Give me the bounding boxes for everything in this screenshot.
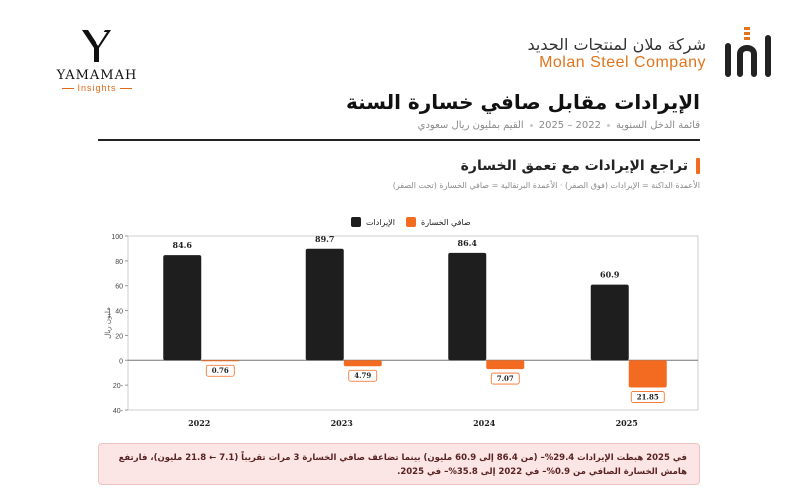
yamamah-logo: YAMAMAH Insights bbox=[52, 28, 142, 93]
molan-emblem-icon bbox=[725, 27, 771, 77]
title-divider bbox=[98, 139, 700, 141]
page-subtitle: قائمة الدخل السنوية2022 – 2025القيم بملي… bbox=[417, 120, 700, 131]
y-tick-label: 20- bbox=[113, 383, 124, 390]
y-tick-label: 40 bbox=[115, 309, 123, 316]
revenue-loss-chart: 100 80 60 40 20 0 20- 40- مليون ريال الإيرادات صاف… bbox=[104, 217, 699, 428]
loss-value-box bbox=[348, 369, 378, 382]
loss-value-label: 7.07 bbox=[497, 374, 514, 383]
loss-bar bbox=[343, 360, 382, 367]
x-category-label: 2025 bbox=[616, 418, 638, 428]
insight-box: في 2025 هبطت الإيرادات 29.4%– (من 86.4 إ… bbox=[98, 443, 700, 485]
loss-bar bbox=[201, 360, 240, 362]
revenue-bar bbox=[448, 252, 487, 361]
loss-value-box bbox=[630, 391, 665, 403]
company-name-ar: شركة ملان لمنتجات الحديد bbox=[527, 34, 707, 54]
revenue-value-label: 86.4 bbox=[458, 238, 478, 248]
y-tick-label: 100 bbox=[111, 234, 123, 241]
company-logo: شركة ملان لمنتجات الحديد Molan Steel Com… bbox=[528, 24, 779, 82]
loss-value-box bbox=[205, 364, 235, 377]
section-accent-bar bbox=[696, 158, 700, 174]
yamamah-emblem-icon bbox=[82, 30, 111, 62]
x-category-label: 2022 bbox=[188, 418, 210, 428]
loss-bar bbox=[486, 360, 525, 370]
section-note: الأعمدة الداكنة = الإيرادات (فوق الصفر) … bbox=[392, 181, 700, 190]
yamamah-name: YAMAMAH bbox=[56, 68, 138, 83]
y-axis-label: مليون ريال bbox=[104, 307, 112, 339]
revenue-bar bbox=[590, 284, 629, 361]
x-category-label: 2024 bbox=[473, 418, 496, 428]
yamamah-sub: Insights bbox=[52, 83, 142, 93]
revenue-value-label: 60.9 bbox=[600, 270, 620, 280]
x-category-label: 2023 bbox=[331, 418, 354, 428]
legend-swatch-loss bbox=[406, 217, 416, 227]
y-tick-label: 60 bbox=[115, 284, 123, 291]
loss-value-label: 0.76 bbox=[212, 366, 229, 375]
plot-frame bbox=[127, 235, 699, 411]
loss-value-box bbox=[490, 372, 520, 385]
loss-value-label: 4.79 bbox=[354, 371, 371, 380]
section-title: تراجع الإيرادات مع تعمق الخسارة bbox=[461, 158, 700, 174]
company-name-en: Molan Steel Company bbox=[539, 53, 706, 71]
revenue-value-label: 84.6 bbox=[173, 240, 193, 250]
y-tick-label: 40- bbox=[113, 408, 124, 415]
y-tick-label: 0 bbox=[119, 358, 123, 365]
revenue-value-label: 89.7 bbox=[315, 234, 334, 244]
y-tick-label: 20 bbox=[115, 333, 123, 340]
loss-bar bbox=[628, 360, 667, 388]
page-title: الإيرادات مقابل صافي خسارة السنة bbox=[345, 90, 700, 114]
loss-value-label: 21.85 bbox=[637, 392, 659, 401]
legend-label-revenue: الإيرادات bbox=[366, 218, 395, 228]
legend-swatch-revenue bbox=[351, 217, 361, 227]
revenue-bar bbox=[305, 248, 344, 361]
legend-label-loss: صافي الخسارة bbox=[421, 218, 471, 227]
revenue-bar bbox=[163, 255, 202, 361]
y-tick-label: 80 bbox=[115, 259, 123, 266]
company-name: شركة ملان لمنتجات الحديد Molan Steel Com… bbox=[528, 35, 707, 72]
